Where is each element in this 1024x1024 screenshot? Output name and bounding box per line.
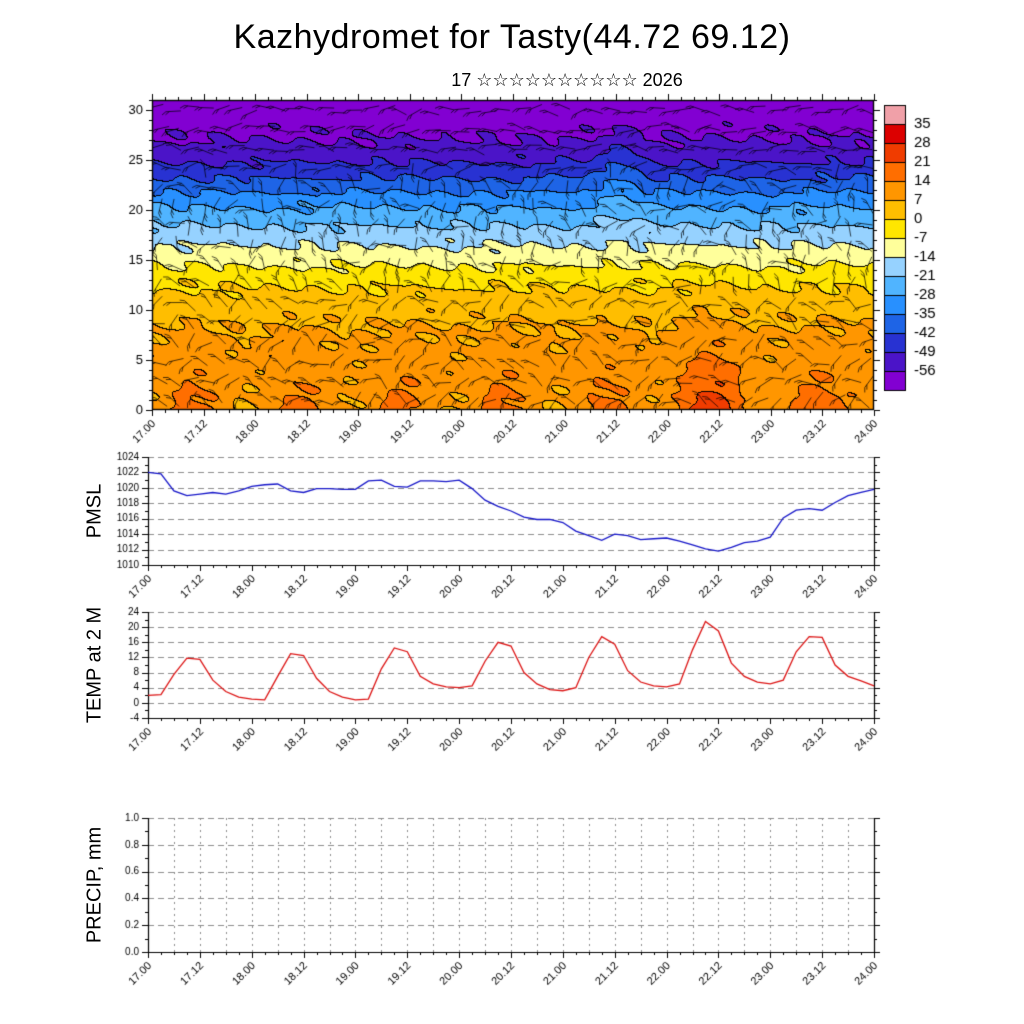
chart-title: Kazhydromet for Tasty(44.72 69.12)	[233, 18, 791, 56]
temp2m-axis-title: TEMP at 2 M	[83, 606, 106, 724]
precip-axis-title: PRECIP, mm	[83, 826, 106, 944]
chart-subtitle: 17 ☆☆☆☆☆☆☆☆☆☆ 2026	[451, 70, 683, 90]
